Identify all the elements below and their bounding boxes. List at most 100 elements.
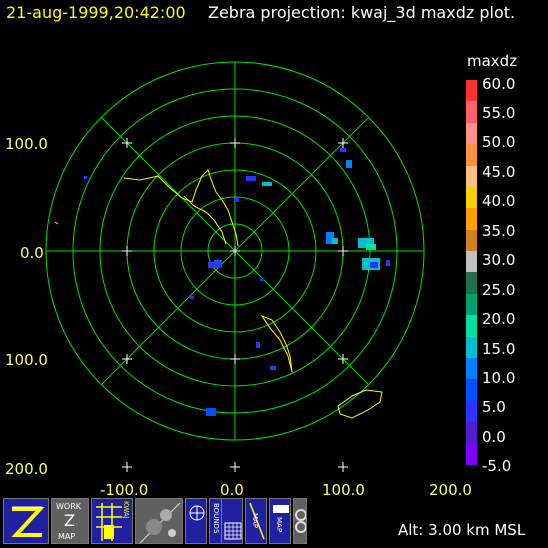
echo-cell bbox=[370, 262, 378, 268]
echo-cell bbox=[262, 182, 272, 186]
altitude-readout: Alt: 3.00 km MSL bbox=[398, 521, 526, 539]
colorbar-segment bbox=[466, 400, 477, 422]
echo-cell bbox=[386, 260, 390, 266]
colorbar-segment bbox=[466, 122, 477, 145]
colorbar-segment bbox=[466, 165, 477, 187]
colorbar-segment bbox=[466, 272, 477, 294]
echo-cell bbox=[346, 160, 352, 168]
colorbar-label: 55.0 bbox=[482, 104, 516, 122]
satellite-button[interactable] bbox=[185, 498, 207, 544]
coastline-islet-west bbox=[54, 221, 59, 225]
y-tick-label-0: 0.0 bbox=[20, 244, 44, 262]
colorbar-segment bbox=[466, 443, 477, 465]
colorbar-label: 15.0 bbox=[482, 340, 516, 358]
colorbar-label: 40.0 bbox=[482, 192, 516, 210]
zebra-logo-icon[interactable] bbox=[3, 498, 49, 544]
colorbar-segment bbox=[466, 357, 477, 380]
x-tick-label-neg100: -100.0 bbox=[100, 481, 149, 499]
work-z-icon: Z bbox=[64, 511, 75, 530]
map-overlay-label: MAP bbox=[251, 513, 259, 529]
loop-button[interactable] bbox=[293, 498, 307, 544]
echo-cell bbox=[358, 238, 374, 248]
colorbar-segment bbox=[466, 101, 477, 123]
grid-cross bbox=[122, 246, 132, 256]
echo-cell bbox=[340, 148, 346, 152]
colorbar-label: -5.0 bbox=[482, 457, 512, 475]
grid-cross bbox=[338, 462, 348, 472]
map-overlay-button[interactable]: MAP bbox=[245, 498, 267, 544]
map-us-button[interactable]: MAP bbox=[269, 498, 291, 544]
work-label: WORK bbox=[56, 502, 82, 511]
radar-echoes bbox=[84, 148, 390, 416]
x-tick-label-100: 100.0 bbox=[322, 481, 365, 499]
colorbar[interactable] bbox=[466, 80, 477, 465]
coastlines bbox=[54, 169, 383, 419]
colorbar-segment bbox=[466, 422, 477, 444]
grid-button[interactable] bbox=[221, 498, 243, 544]
grid-cross bbox=[338, 138, 348, 148]
kwaj-label: KWAJ bbox=[122, 501, 130, 519]
y-tick-label-neg200: 200.0 bbox=[5, 460, 48, 478]
x-tick-label-0: 0.0 bbox=[220, 481, 244, 499]
echo-cell bbox=[260, 278, 264, 281]
coastline-island-south bbox=[260, 314, 293, 373]
grid-cross bbox=[338, 246, 348, 256]
colorbar-segment bbox=[466, 144, 477, 166]
map-us-label: MAP bbox=[275, 517, 283, 533]
colorbar-segment bbox=[466, 379, 477, 401]
echo-cell bbox=[234, 198, 239, 202]
colorbar-label: 5.0 bbox=[482, 398, 506, 416]
colorbar-segment bbox=[466, 80, 477, 102]
grid-cross bbox=[122, 354, 132, 364]
bounds-label: BOUNDS bbox=[212, 503, 220, 534]
coastline-kwajalein-north bbox=[123, 169, 239, 247]
colorbar-segment bbox=[466, 208, 477, 230]
colorbar-label: 0.0 bbox=[482, 428, 506, 446]
plot-timestamp: 21-aug-1999,20:42:00 bbox=[6, 3, 186, 22]
colorbar-label: 45.0 bbox=[482, 163, 516, 181]
echo-cell bbox=[190, 296, 194, 299]
colorbar-segment bbox=[466, 336, 477, 358]
colorbar-label: 10.0 bbox=[482, 369, 516, 387]
grid-cross bbox=[230, 138, 240, 148]
y-tick-label-100: 100.0 bbox=[5, 135, 48, 153]
echo-cell bbox=[206, 408, 216, 416]
echo-cell bbox=[84, 176, 87, 179]
colorbar-segment bbox=[466, 315, 477, 337]
colorbar-segment bbox=[466, 186, 477, 209]
colorbar-title: maxdz bbox=[467, 52, 518, 70]
echo-cell bbox=[208, 262, 222, 268]
echo-cell bbox=[270, 366, 276, 370]
radar-image-button[interactable] bbox=[135, 498, 183, 544]
grid-cross bbox=[122, 462, 132, 472]
colorbar-label: 35.0 bbox=[482, 222, 516, 240]
x-tick-label-200: 200.0 bbox=[429, 481, 472, 499]
y-tick-label-neg100: 100.0 bbox=[5, 351, 48, 369]
colorbar-label: 50.0 bbox=[482, 133, 516, 151]
kwaj-map-button[interactable]: KWAJ bbox=[91, 498, 133, 544]
work-map-button[interactable]: WORK Z MAP bbox=[51, 498, 89, 544]
grid-cross bbox=[338, 354, 348, 364]
colorbar-segment bbox=[466, 251, 477, 273]
grid-cross bbox=[230, 246, 240, 256]
grid-crosses bbox=[122, 138, 348, 472]
grid-cross bbox=[122, 138, 132, 148]
coastline-island-southeast bbox=[337, 389, 383, 419]
colorbar-label: 25.0 bbox=[482, 281, 516, 299]
echo-cell bbox=[366, 244, 376, 250]
colorbar-segment bbox=[466, 293, 477, 316]
echo-cell bbox=[256, 342, 260, 348]
colorbar-label: 20.0 bbox=[482, 310, 516, 328]
echo-cell bbox=[246, 176, 256, 181]
work-map-label: MAP bbox=[58, 532, 76, 541]
echo-cell bbox=[326, 232, 334, 244]
colorbar-segment bbox=[466, 229, 477, 251]
echo-cell bbox=[332, 238, 338, 244]
echo-cell bbox=[214, 260, 222, 264]
plot-title: Zebra projection: kwaj_3d maxdz plot. bbox=[208, 3, 516, 22]
coastline-kwajalein-inner bbox=[183, 195, 227, 245]
colorbar-label: 30.0 bbox=[482, 251, 516, 269]
grid-cross bbox=[230, 354, 240, 364]
